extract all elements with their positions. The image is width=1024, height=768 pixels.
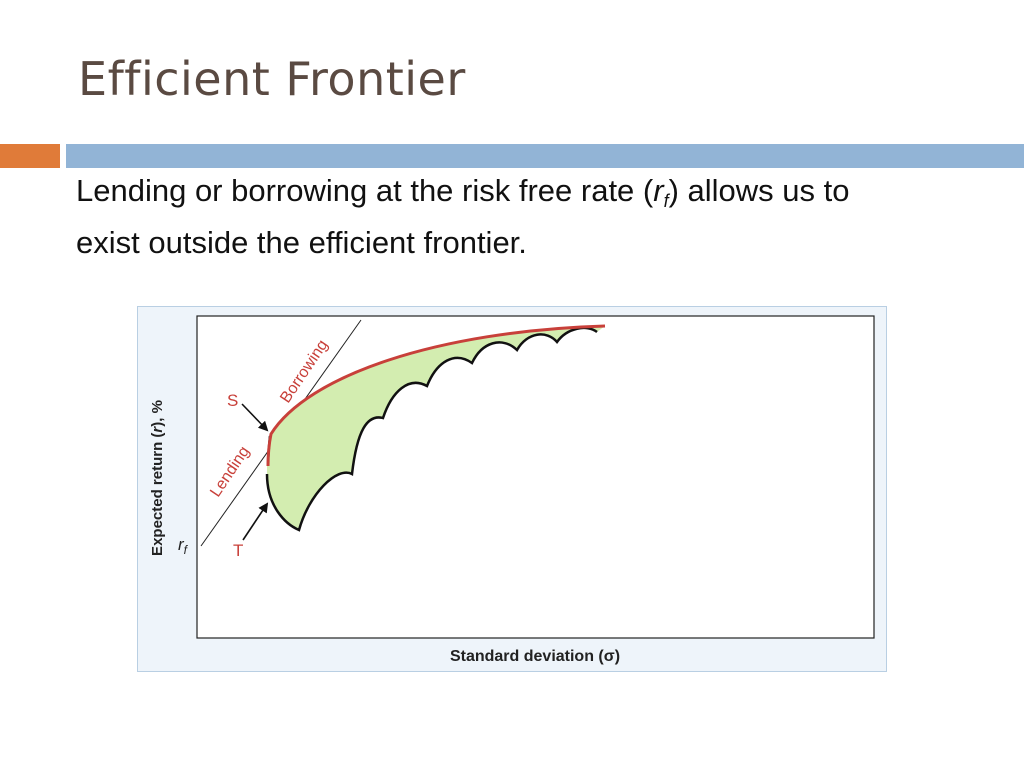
y-axis-label: Expected return (r), % [149,400,166,556]
efficient-frontier-curve [266,324,606,467]
title-rule-bar [66,144,1024,168]
body-line2: exist outside the efficient frontier. [76,225,527,260]
rf-subscript: f [663,191,669,211]
feasible-region [267,326,605,530]
body-line1-after: ) allows us to [668,173,850,208]
y-axis-label-symbol: r [149,426,166,433]
body-text: Lending or borrowing at the risk free ra… [76,170,976,264]
y-axis-label-before: Expected return ( [149,433,166,556]
rf-axis-symbol: r [178,535,185,554]
diagram-svg: S T Lending Borrowing rf Expected return… [137,306,887,672]
efficient-frontier-diagram: S T Lending Borrowing rf Expected return… [137,306,887,672]
body-line1-before: Lending or borrowing at the risk free ra… [76,173,654,208]
rf-axis-label: rf [178,535,189,557]
rf-axis-sub: f [184,543,189,557]
point-s-label: S [227,391,238,410]
rf-symbol: r [653,173,664,208]
x-axis-label: Standard deviation (σ) [450,648,620,665]
lower-boundary [265,326,598,532]
y-axis-label-after: ), % [149,400,166,427]
s-arrow [241,403,269,432]
slide-title: Efficient Frontier [78,52,466,106]
accent-bar [0,144,60,168]
t-arrow [242,502,269,541]
point-t-label: T [233,541,243,560]
